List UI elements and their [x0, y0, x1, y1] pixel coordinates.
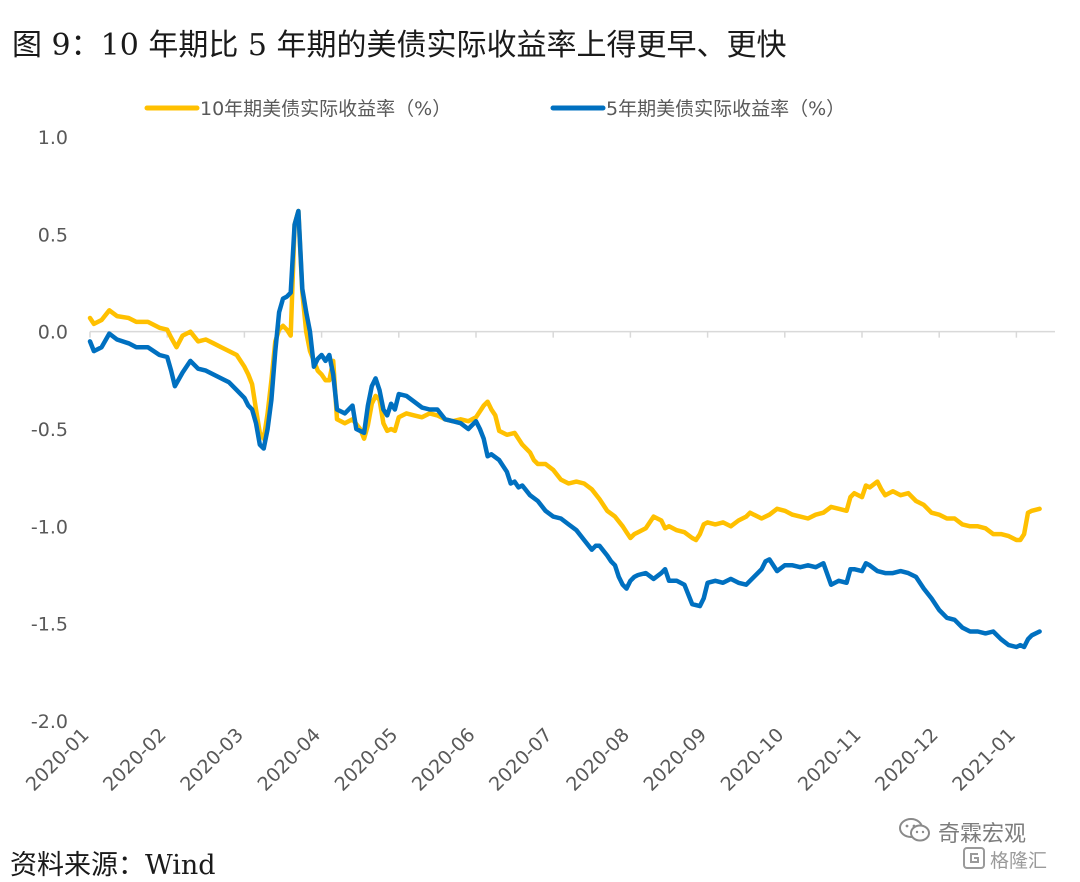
- y-axis: 1.0 0.5 0.0 -0.5 -1.0 -1.5 -2.0: [31, 127, 68, 733]
- watermark-brand: 格隆汇: [990, 850, 1048, 872]
- y-tick-label: -1.5: [31, 614, 68, 636]
- x-tick-label: 2020-03: [176, 724, 248, 796]
- y-tick-label: 1.0: [38, 127, 68, 149]
- y-tick-label: 0.0: [38, 322, 68, 344]
- x-tick-label: 2020-07: [485, 724, 557, 796]
- watermark-text: 奇霖宏观: [938, 822, 1027, 847]
- series-line-5y: [87, 208, 1042, 650]
- x-tick-label: 2020-04: [253, 724, 325, 796]
- y-tick-label: -0.5: [31, 419, 68, 441]
- y-tick-label: 0.5: [38, 224, 68, 246]
- series-line-10y: [87, 208, 1042, 543]
- x-tick-label: 2020-11: [794, 724, 866, 796]
- figure-title: 图 9：10 年期比 5 年期的美债实际收益率上得更早、更快: [12, 28, 787, 63]
- wechat-icon: [899, 818, 930, 842]
- source-note: 资料来源：Wind: [10, 850, 216, 881]
- y-tick-label: -2.0: [31, 711, 68, 733]
- x-tick-label: 2020-06: [408, 724, 480, 796]
- chart-legend: 10年期美债实际收益率（%） 5年期美债实际收益率（%）: [144, 98, 845, 120]
- x-tick-label: 2020-12: [871, 724, 943, 796]
- watermark: 奇霖宏观 格隆汇: [898, 812, 1073, 872]
- x-tick-label: 2020-02: [99, 724, 171, 796]
- y-tick-label: -1.0: [31, 516, 68, 538]
- x-tick-label: 2020-09: [639, 724, 711, 796]
- x-tick-label: 2020-01: [22, 724, 94, 796]
- x-tick-label: 2020-10: [717, 724, 789, 796]
- legend-label-10y: 10年期美债实际收益率（%）: [200, 98, 451, 120]
- x-tick-label: 2020-08: [562, 724, 634, 796]
- x-tick-label: 2021-01: [948, 724, 1020, 796]
- x-axis: 2020-01 2020-02 2020-03 2020-04 2020-05 2020-…: [22, 330, 1055, 796]
- legend-label-5y: 5年期美债实际收益率（%）: [606, 98, 845, 120]
- x-tick-label: 2020-05: [331, 724, 403, 796]
- series-layer: [87, 208, 1042, 650]
- gelonghui-logo-icon: [963, 847, 985, 869]
